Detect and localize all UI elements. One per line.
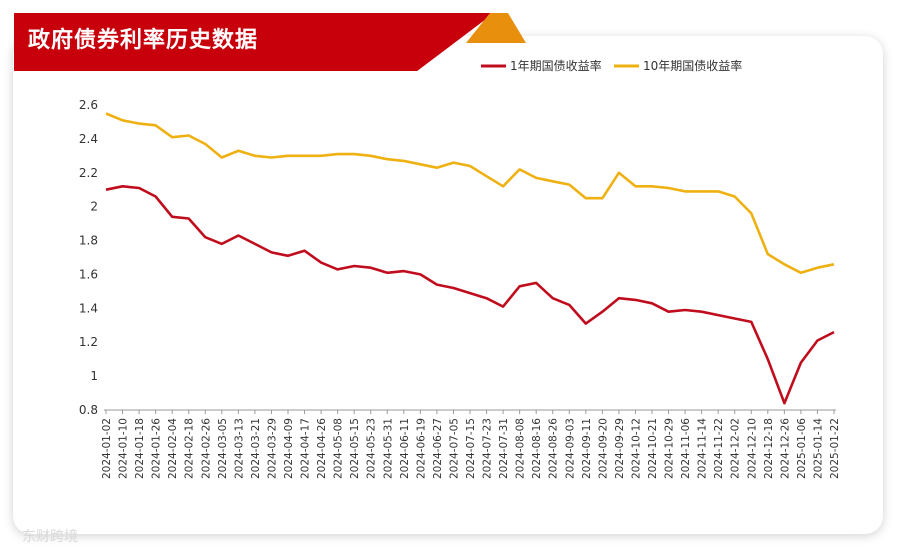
x-tick-label: 2024-03-29: [266, 418, 278, 479]
x-tick-label: 2024-02-04: [167, 418, 179, 479]
x-tick-label: 2024-04-09: [283, 418, 295, 479]
x-tick-label: 2024-05-08: [333, 418, 345, 479]
x-tick-label: 2024-11-14: [697, 418, 709, 479]
y-axis: 0.8 1 1.2 1.4 1.6 1.8 2 2.2 2.4 2.6: [79, 98, 98, 417]
y-tick-label: 1: [90, 369, 98, 383]
y-tick-label: 1.4: [79, 301, 98, 315]
x-tick-label: 2024-05-15: [349, 418, 361, 479]
x-tick-label: 2024-11-06: [680, 418, 692, 479]
x-tick-label: 2024-05-31: [382, 418, 394, 479]
x-tick-label: 2024-03-05: [217, 418, 229, 479]
x-tick-label: 2024-09-20: [597, 418, 609, 479]
x-tick-label: 2024-09-03: [564, 418, 576, 479]
x-tick-label: 2024-12-10: [746, 418, 758, 479]
legend-label-1yr: 1年期国债收益率: [510, 58, 602, 73]
x-tick-label: 2024-09-11: [581, 418, 593, 479]
chart-card: [13, 36, 883, 534]
x-tick-label: 2024-08-08: [515, 418, 527, 479]
series-line-1: [105, 112, 835, 275]
x-tick-label: 2024-04-17: [300, 418, 312, 479]
chart-title: 政府债券利率历史数据: [28, 28, 259, 53]
x-tick-label: 2024-01-18: [134, 418, 146, 479]
x-tick-label: 2024-03-21: [250, 418, 262, 479]
x-tick-label: 2024-08-16: [531, 418, 543, 479]
x-tick-label: 2025-01-14: [812, 418, 824, 479]
x-tick-label: 2024-02-26: [200, 418, 212, 479]
y-tick-label: 1.2: [79, 335, 98, 349]
x-axis: 2024-01-02 2024-01-10 2024-01-18 2024-01-26…: [101, 409, 841, 479]
x-tick-label: 2024-05-23: [366, 418, 378, 479]
x-tick-label: 2024-12-26: [779, 418, 791, 479]
y-tick-label: 1.6: [79, 267, 98, 281]
y-tick-label: 0.8: [79, 403, 98, 417]
x-tick-label: 2024-06-11: [399, 418, 411, 479]
y-tick-label: 2.4: [79, 132, 98, 146]
y-tick-label: 2.2: [79, 166, 98, 180]
x-tick-label: 2024-10-21: [647, 418, 659, 479]
x-tick-label: 2024-10-12: [630, 418, 642, 479]
legend-label-10yr: 10年期国债收益率: [643, 58, 742, 73]
x-tick-label: 2024-07-15: [465, 418, 477, 479]
x-tick-label: 2024-06-27: [432, 418, 444, 479]
y-tick-label: 2: [90, 200, 98, 214]
legend: 1年期国债收益率 10年期国债收益率: [481, 58, 742, 73]
x-tick-label: 2024-07-23: [482, 418, 494, 479]
x-tick-label: 2024-12-18: [763, 418, 775, 479]
title-banner: [14, 13, 494, 71]
x-tick-label: 2024-08-26: [548, 418, 560, 479]
x-tick-label: 2024-02-18: [184, 418, 196, 479]
x-tick-label: 2024-09-29: [614, 418, 626, 479]
series-line-0: [105, 185, 835, 405]
x-tick-label: 2025-01-22: [829, 418, 841, 479]
x-tick-label: 2024-01-10: [118, 418, 130, 479]
x-tick-label: 2024-12-02: [730, 418, 742, 479]
series-lines: [105, 112, 835, 405]
watermark: 东财跨境: [22, 529, 78, 545]
x-tick-label: 2024-03-13: [233, 418, 245, 479]
y-tick-label: 1.8: [79, 234, 98, 248]
x-tick-label: 2024-10-29: [664, 418, 676, 479]
x-tick-label: 2024-07-05: [448, 418, 460, 479]
y-tick-label: 2.6: [79, 98, 98, 112]
x-tick-label: 2024-04-26: [316, 418, 328, 479]
x-tick-label: 2024-01-26: [151, 418, 163, 479]
x-tick-label: 2024-01-02: [101, 418, 113, 479]
x-tick-label: 2024-07-31: [498, 418, 510, 479]
x-tick-label: 2024-11-22: [713, 418, 725, 479]
x-tick-label: 2025-01-06: [796, 418, 808, 479]
x-tick-label: 2024-06-19: [415, 418, 427, 479]
